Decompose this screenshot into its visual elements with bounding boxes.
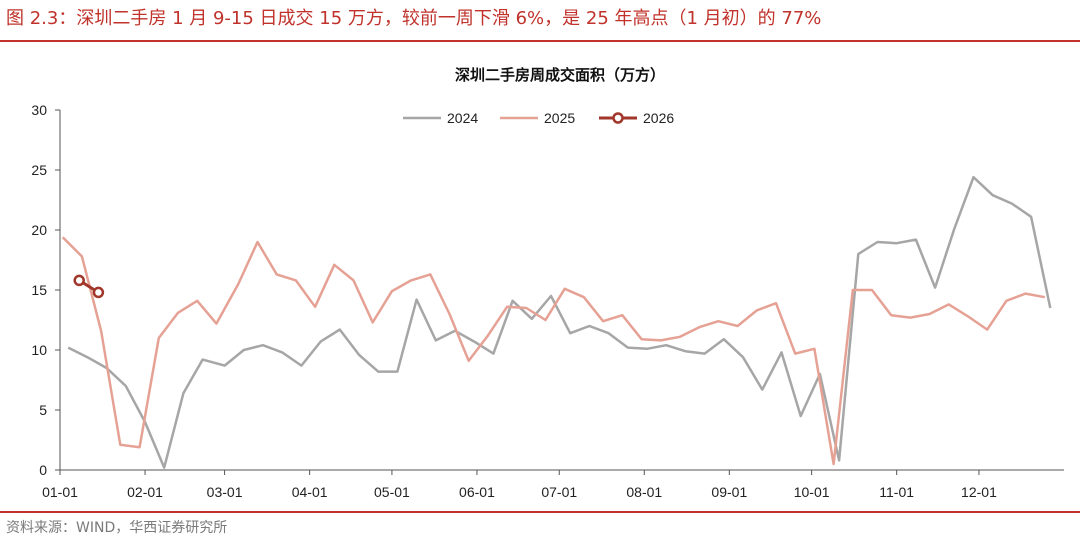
x-tick-label: 04-01	[292, 484, 328, 500]
y-tick-label: 25	[31, 162, 47, 178]
series-line-2024	[67, 175, 1052, 469]
x-tick-label: 06-01	[459, 484, 495, 500]
legend-marker-2026	[612, 112, 624, 124]
series-point-2026	[92, 286, 105, 299]
x-tick-label: 03-01	[207, 484, 243, 500]
source-note: 资料来源：WIND，华西证券研究所	[6, 520, 228, 536]
y-tick-label: 0	[39, 462, 47, 478]
x-tick-labels: 01-01 02-01 03-01 04-01 05-01 06-01 07-01 08-01…	[42, 470, 997, 500]
x-tick-label: 09-01	[711, 484, 747, 500]
series-layer	[61, 175, 1052, 469]
chart-title: 深圳二手房周成交面积（万方）	[455, 66, 665, 84]
x-tick-label: 01-01	[42, 484, 78, 500]
legend-label-2024: 2024	[447, 110, 478, 126]
x-tick-label: 05-01	[374, 484, 410, 500]
caption-divider	[0, 40, 1080, 42]
x-tick-label: 12-01	[961, 484, 997, 500]
y-tick-label: 10	[31, 342, 47, 358]
footer-divider	[0, 511, 1080, 513]
y-tick-labels: 0 5 10 15 20 25 30	[31, 102, 60, 478]
series-point-2026	[73, 274, 85, 287]
x-tick-label: 11-01	[879, 484, 914, 500]
figure-caption: 图 2.3：深圳二手房 1 月 9-15 日成交 15 万方，较前一周下滑 6%…	[6, 8, 822, 29]
legend: 2024 2025 2026	[403, 110, 674, 126]
series-line-2025	[61, 236, 1046, 466]
legend-label-2025: 2025	[544, 110, 575, 126]
x-tick-label: 08-01	[626, 484, 662, 500]
legend-label-2026: 2026	[643, 110, 674, 126]
y-tick-label: 20	[31, 222, 47, 238]
x-tick-label: 07-01	[541, 484, 577, 500]
y-tick-label: 15	[31, 282, 47, 298]
y-tick-label: 30	[31, 102, 47, 118]
x-tick-label: 10-01	[794, 484, 830, 500]
y-tick-label: 5	[39, 402, 47, 418]
x-tick-label: 02-01	[127, 484, 163, 500]
